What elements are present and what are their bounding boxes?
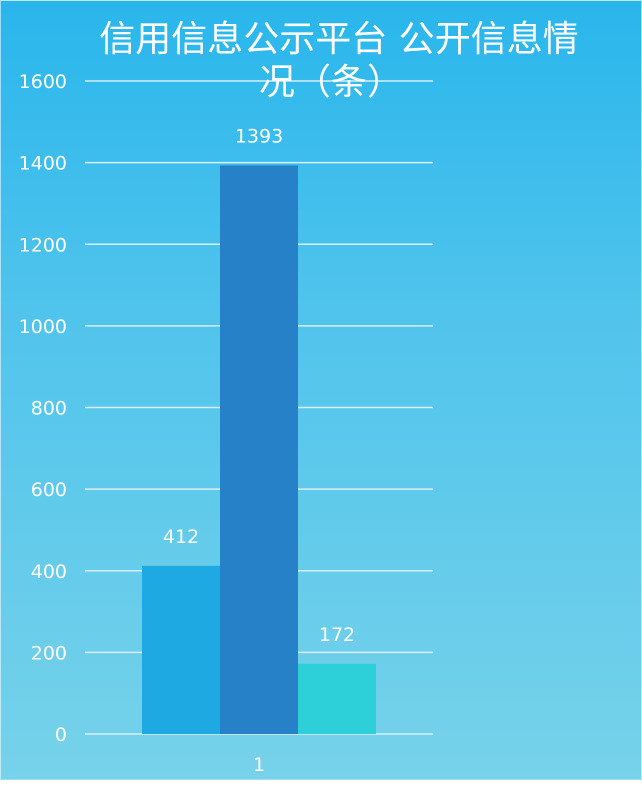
- bar-series-1: [142, 565, 220, 734]
- data-label: 172: [319, 624, 355, 646]
- x-category-label: 1: [253, 754, 265, 776]
- chart-title-line-2: 况（条）: [259, 62, 403, 103]
- chart-title-line-1: 信用信息公示平台 公开信息情: [99, 19, 578, 60]
- y-tick-label: 200: [31, 642, 67, 664]
- y-tick-label: 400: [31, 561, 67, 583]
- axis-layer: 0 200 400 600 800 1000 1200 1400 1600 1: [19, 71, 265, 776]
- title-layer: 信用信息公示平台 公开信息情 况（条）: [99, 19, 578, 103]
- y-tick-label: 600: [31, 479, 67, 501]
- y-tick-label: 800: [31, 398, 67, 420]
- y-tick-label: 1200: [19, 234, 67, 256]
- data-label: 1393: [235, 125, 283, 147]
- bar-series-2: [220, 165, 298, 734]
- data-label-layer: 412 1393 172: [163, 125, 355, 645]
- y-tick-label: 1600: [19, 71, 67, 93]
- bar-series-3: [298, 663, 376, 734]
- y-tick-label: 1000: [19, 316, 67, 338]
- bar-layer: [142, 165, 376, 734]
- data-label: 412: [163, 526, 199, 548]
- y-tick-label: 1400: [19, 153, 67, 175]
- y-tick-label: 0: [55, 724, 67, 746]
